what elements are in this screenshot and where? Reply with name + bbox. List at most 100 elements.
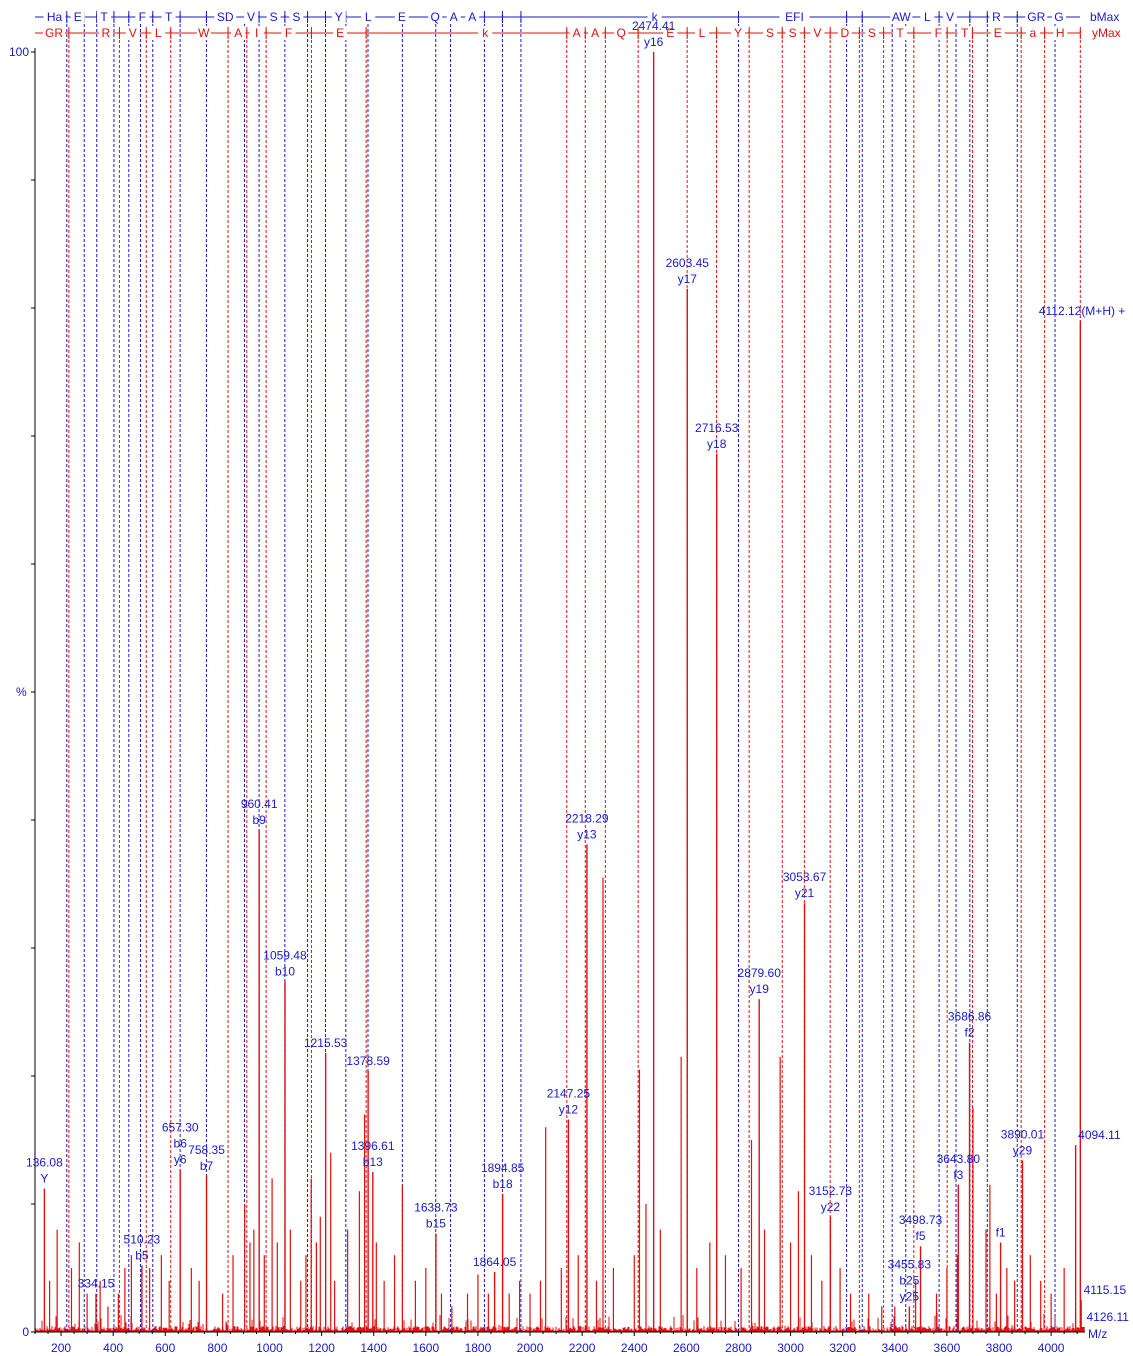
x-axis-label: M/z <box>1088 1327 1107 1341</box>
ladder-letter: T <box>896 26 904 40</box>
ladder-letter: S <box>292 10 300 24</box>
peak-label: 1059.48 <box>263 948 307 962</box>
ladder-letter-bg <box>989 10 1004 24</box>
ladder-letter: T <box>100 10 108 24</box>
peak-label: 2218.29 <box>565 811 609 825</box>
ladder-letter-bg <box>779 10 810 24</box>
peak-label: 4115.15 <box>1084 1283 1127 1297</box>
peak-label: Y <box>40 1172 48 1186</box>
x-tick-label: 2600 <box>673 1341 700 1355</box>
x-tick-label: 2200 <box>569 1341 596 1355</box>
peak-label: 3890.01 <box>1001 1127 1045 1141</box>
peak-label: 1396.61 <box>351 1139 395 1153</box>
ladder-letter-bg <box>289 10 304 24</box>
ladder-letter-bg <box>196 26 211 40</box>
ladder-letter: G <box>1054 10 1063 24</box>
peak-label: 657.30 <box>162 1120 199 1134</box>
x-tick-label: 200 <box>51 1341 71 1355</box>
ladder-letter-bg <box>614 26 629 40</box>
ladder-letter: V <box>247 10 255 24</box>
ladder-letter-bg <box>266 10 281 24</box>
y-tick-label: 0 <box>22 1325 29 1339</box>
ladder-letter-bg <box>1025 26 1040 40</box>
peak-label: 510.23 <box>124 1232 161 1246</box>
ladder-letter-bg <box>214 10 237 24</box>
ladder-letter-bg <box>98 26 113 40</box>
peak-label: 3643.80 <box>937 1152 981 1166</box>
x-tick-label: 4000 <box>1038 1341 1065 1355</box>
ladder-letter: a <box>1030 26 1037 40</box>
peak-label: b18 <box>493 1177 513 1191</box>
peak-label: b9 <box>252 813 266 827</box>
ladder-letter-bg <box>837 26 852 40</box>
ladder-letter: L <box>924 10 931 24</box>
noise-trace <box>35 1312 1085 1332</box>
ladder-letter-bg <box>1051 10 1066 24</box>
ladder-letter: T <box>961 26 969 40</box>
ladder-letter: A <box>450 10 458 24</box>
peak-label: b7 <box>200 1159 214 1173</box>
peak-label: 3686.86 <box>948 1010 992 1024</box>
peak-label: 1864.05 <box>473 1255 517 1269</box>
peak-label: y18 <box>707 437 727 451</box>
x-tick-label: 2400 <box>621 1341 648 1355</box>
ladder-letter-bg <box>1025 10 1048 24</box>
peak-label: f5 <box>916 1229 926 1243</box>
x-tick-label: 3600 <box>934 1341 961 1355</box>
ladder-letter-bg <box>43 10 66 24</box>
peak-label: 2147.25 <box>547 1087 591 1101</box>
ladder-letter-bg <box>569 26 584 40</box>
x-tick-label: 800 <box>207 1341 227 1355</box>
ladder-letter-bg <box>331 10 346 24</box>
ladder-letter-bg <box>243 10 258 24</box>
peak-label: 1378.59 <box>346 1054 390 1068</box>
x-tick-label: 2800 <box>725 1341 752 1355</box>
ladder-letter-bg <box>70 10 85 24</box>
peak-label: 2879.60 <box>738 966 782 980</box>
y-tick-label: 100 <box>9 45 29 59</box>
ladder-letter: H <box>1056 26 1065 40</box>
ladder-letter: Q <box>431 10 440 24</box>
b-series-name: bMax <box>1090 10 1119 24</box>
peak-label: f3 <box>953 1168 963 1182</box>
ladder-letter: Y <box>734 26 742 40</box>
x-tick-label: 3200 <box>829 1341 856 1355</box>
ladder-letter-bg <box>694 26 709 40</box>
ladder-letter-bg <box>361 10 376 24</box>
ladder-letter-bg <box>890 10 913 24</box>
ladder-letter: V <box>946 10 954 24</box>
ladder-letter-bg <box>810 26 825 40</box>
ladder-letter-bg <box>588 26 603 40</box>
peak-label: 4112.12(M+H) + <box>1039 304 1126 318</box>
ladder-letter-bg <box>394 10 409 24</box>
ladder-letter: Y <box>335 10 343 24</box>
peak-label: 3053.67 <box>783 870 827 884</box>
peak-label: y21 <box>795 886 815 900</box>
ladder-letter: I <box>255 26 258 40</box>
peak-label: y13 <box>577 827 597 841</box>
ladder-letter: L <box>365 10 372 24</box>
ladder-letter: L <box>699 26 706 40</box>
x-tick-label: 3800 <box>986 1341 1013 1355</box>
ladder-letter: S <box>868 26 876 40</box>
x-tick-label: 3400 <box>881 1341 908 1355</box>
ladder-letter-bg <box>864 26 879 40</box>
ladder-letter-bg <box>135 10 150 24</box>
ladder-letter: GR <box>45 26 63 40</box>
ladder-letter: V <box>813 26 821 40</box>
peak-label: 4126.11 <box>1086 1310 1129 1324</box>
peak-label: 2603.45 <box>666 256 710 270</box>
ladder-letter: A <box>468 10 476 24</box>
ladder-letter: F <box>285 26 292 40</box>
ladder-letter: S <box>766 26 774 40</box>
baseline-noise <box>35 1312 1085 1332</box>
ladder-letter-bg <box>943 10 958 24</box>
peak-label: 136.08 <box>26 1156 63 1170</box>
ladder-letter: S <box>270 10 278 24</box>
peak-label: y22 <box>821 1200 841 1214</box>
ladder-letter-bg <box>730 26 745 40</box>
ladder-letter: R <box>102 26 111 40</box>
